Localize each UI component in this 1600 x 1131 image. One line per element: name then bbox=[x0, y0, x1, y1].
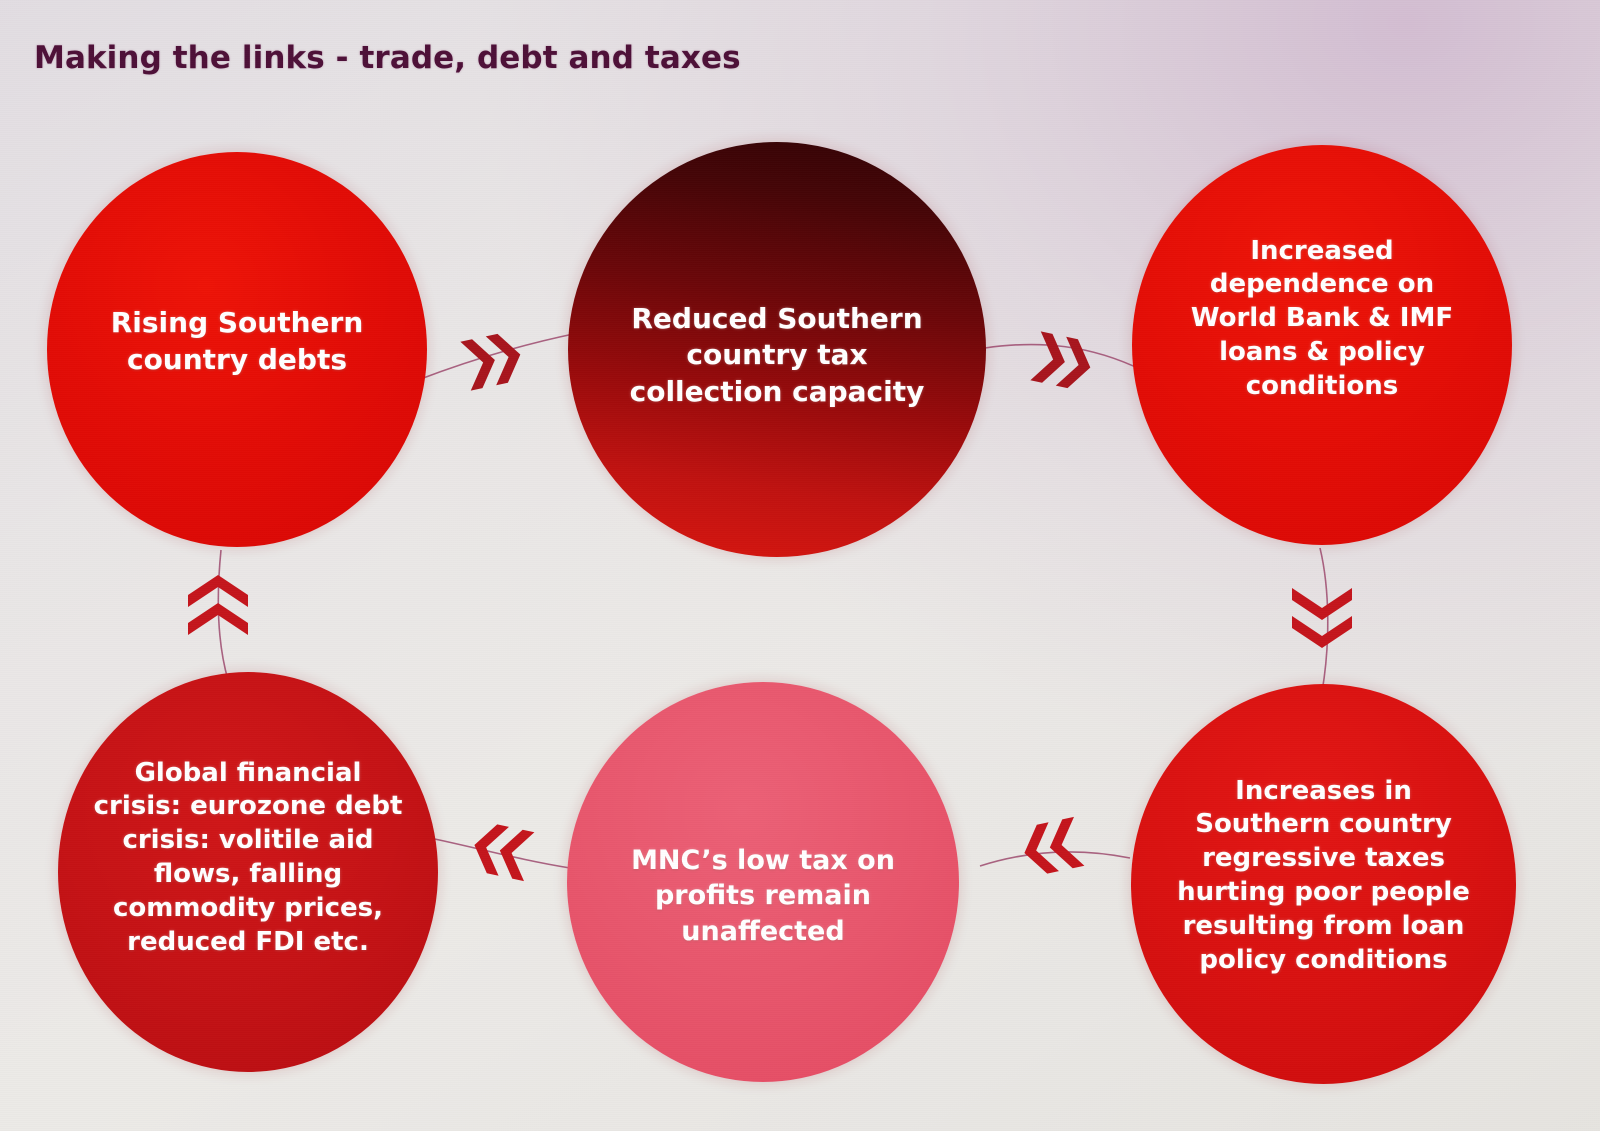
node-label: Global financial crisis: eurozone debt c… bbox=[93, 757, 403, 957]
connector-debts-taxcap bbox=[417, 332, 579, 381]
node-label: Increases in Southern country regressive… bbox=[1177, 775, 1470, 975]
double-chevron-left-icon bbox=[1008, 816, 1085, 880]
page-title: Making the links - trade, debt and taxes bbox=[34, 40, 741, 76]
double-chevron-right-icon bbox=[455, 330, 525, 392]
connector-dependence-regressive bbox=[1319, 547, 1329, 693]
double-chevron-left-icon bbox=[458, 818, 535, 882]
double-chevron-right-icon bbox=[1025, 330, 1095, 392]
node-mnc-low-tax-unaffected[interactable]: MNC’s low tax on profits remain unaffect… bbox=[567, 682, 959, 1082]
connector-gfc-debts bbox=[217, 549, 229, 681]
double-chevron-down-icon bbox=[1286, 578, 1358, 656]
connector-taxcap-dependence bbox=[984, 343, 1143, 371]
double-chevron-up-icon bbox=[182, 565, 254, 643]
connector-mnc-gfc bbox=[429, 837, 571, 869]
node-label: Reduced Southern country tax collection … bbox=[629, 301, 925, 408]
node-increases-regressive-taxes[interactable]: Increases in Southern country regressive… bbox=[1131, 684, 1516, 1084]
node-increased-dependence-world-bank-imf[interactable]: Increased dependence on World Bank & IMF… bbox=[1132, 145, 1512, 545]
node-reduced-tax-collection-capacity[interactable]: Reduced Southern country tax collection … bbox=[568, 142, 986, 557]
node-rising-southern-country-debts[interactable]: Rising Southern country debts bbox=[47, 152, 427, 547]
connector-regressive-mnc bbox=[979, 851, 1131, 867]
node-label: Increased dependence on World Bank & IMF… bbox=[1190, 235, 1454, 401]
node-label: MNC’s low tax on profits remain unaffect… bbox=[631, 845, 895, 947]
node-label: Rising Southern country debts bbox=[110, 306, 364, 376]
node-global-financial-crisis[interactable]: Global financial crisis: eurozone debt c… bbox=[58, 672, 438, 1072]
